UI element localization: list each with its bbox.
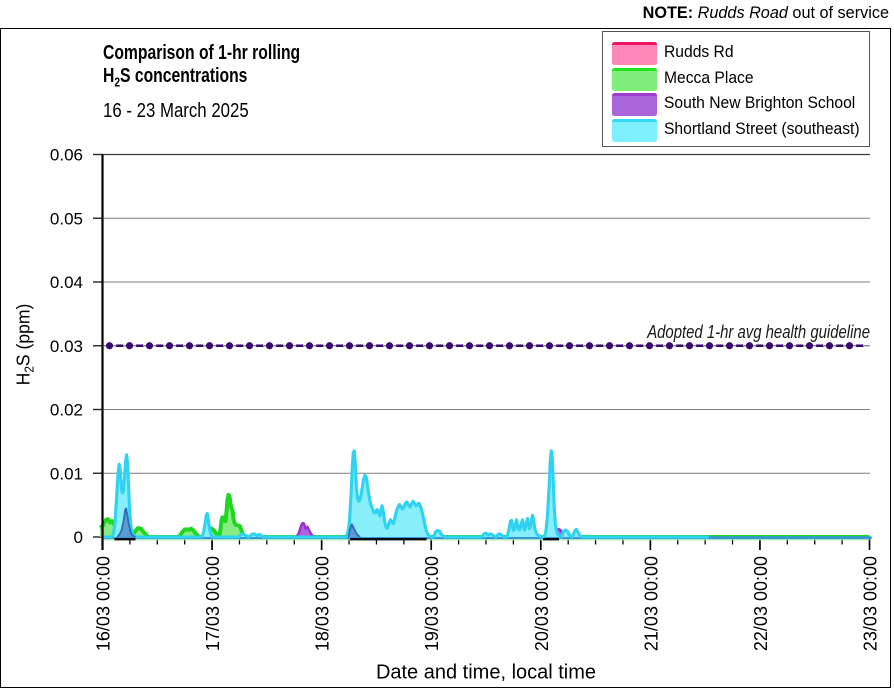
svg-text:17/03 00:00: 17/03 00:00: [203, 556, 223, 651]
svg-text:0: 0: [74, 528, 83, 547]
svg-text:0.04: 0.04: [50, 273, 83, 292]
svg-text:0.02: 0.02: [50, 401, 83, 420]
svg-text:0.05: 0.05: [50, 209, 83, 228]
svg-text:H2S (ppm): H2S (ppm): [13, 304, 37, 386]
svg-text:Adopted 1-hr avg health guidel: Adopted 1-hr avg health guideline: [646, 322, 870, 343]
svg-text:20/03 00:00: 20/03 00:00: [532, 556, 552, 651]
svg-text:0.03: 0.03: [50, 337, 83, 356]
svg-text:23/03 00:00: 23/03 00:00: [861, 556, 881, 651]
svg-text:18/03 00:00: 18/03 00:00: [313, 556, 333, 651]
svg-text:22/03 00:00: 22/03 00:00: [751, 556, 771, 651]
svg-text:0.06: 0.06: [50, 146, 83, 165]
svg-text:19/03 00:00: 19/03 00:00: [422, 556, 442, 651]
svg-text:Date and time, local time: Date and time, local time: [376, 662, 596, 684]
svg-text:0.01: 0.01: [50, 464, 83, 483]
svg-text:21/03 00:00: 21/03 00:00: [641, 556, 661, 651]
svg-text:16/03 00:00: 16/03 00:00: [94, 556, 114, 651]
